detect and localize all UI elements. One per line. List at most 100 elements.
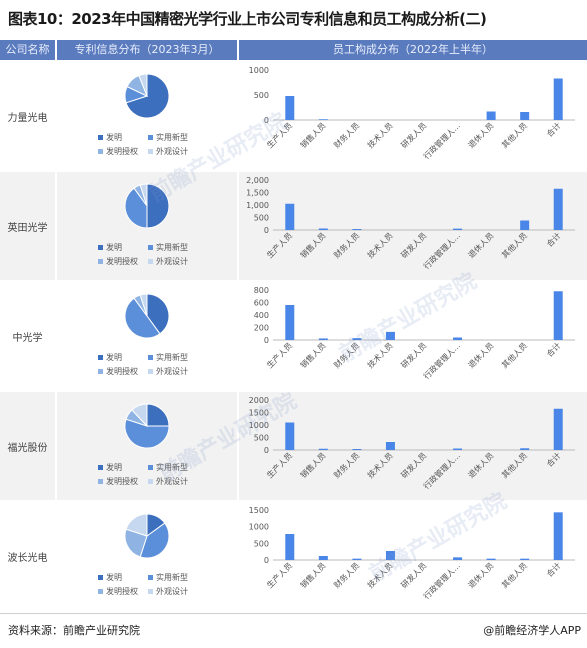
x-tick-label: 销售人员: [298, 560, 328, 590]
column-divider: [55, 62, 57, 170]
pie-slice: [124, 418, 170, 449]
legend-label: 发明: [106, 133, 122, 142]
patent-pie-chart: [124, 183, 170, 229]
legend-item: 外观设计: [148, 476, 188, 487]
column-divider: [55, 392, 57, 500]
legend-label: 实用新型: [156, 573, 188, 582]
bar: [553, 408, 563, 450]
x-tick-label: 其他人员: [499, 450, 529, 480]
y-tick-label: 200: [254, 324, 269, 333]
bar: [352, 229, 362, 230]
legend-item: 外观设计: [148, 256, 188, 267]
company-row: 英田光学 发明 实用新型 发明授权 外观设计 0 500 1,000 1,500 2,000 生产人…: [0, 172, 587, 280]
bar: [520, 558, 530, 560]
x-tick-label: 技术人员: [365, 230, 395, 260]
bar: [520, 112, 530, 120]
legend-label: 发明授权: [106, 257, 138, 266]
x-tick-label: 财务人员: [332, 450, 362, 480]
x-tick-label: 其他人员: [499, 340, 529, 370]
legend-swatch: [148, 575, 153, 580]
bar: [385, 551, 395, 560]
y-tick-label: 1000: [249, 66, 269, 75]
legend-item: 外观设计: [148, 586, 188, 597]
pie-slice: [139, 293, 148, 317]
column-divider: [237, 502, 239, 610]
bar: [352, 558, 362, 560]
y-tick-label: 0: [264, 556, 269, 565]
x-tick-label: 退休人员: [466, 450, 496, 480]
row-divider: [0, 610, 587, 612]
x-tick-label: 合计: [544, 340, 562, 358]
legend-swatch: [148, 465, 153, 470]
legend-item: 发明: [98, 242, 122, 253]
y-tick-label: 500: [254, 539, 269, 548]
column-divider: [55, 502, 57, 610]
bar: [285, 96, 295, 120]
bar: [486, 558, 496, 560]
x-tick-label: 技术人员: [365, 120, 395, 150]
legend-swatch: [148, 369, 153, 374]
y-tick-label: 2,000: [246, 176, 269, 185]
legend-label: 外观设计: [156, 477, 188, 486]
x-tick-label: 研发人员: [399, 230, 429, 260]
x-tick-label: 财务人员: [332, 560, 362, 590]
footer-brand: @前瞻经济学人APP: [483, 624, 581, 637]
x-tick-label: 财务人员: [332, 230, 362, 260]
patent-pie-chart: [124, 403, 170, 449]
bar: [553, 188, 563, 230]
header-patent: 专利信息分布（2023年3月）: [57, 40, 237, 60]
patent-pie-chart: [124, 513, 170, 559]
y-tick-label: 600: [254, 299, 269, 308]
x-tick-label: 合计: [544, 120, 562, 138]
column-divider: [55, 172, 57, 280]
legend-item: 外观设计: [148, 366, 188, 377]
x-tick-label: 其他人员: [499, 230, 529, 260]
bar: [553, 512, 563, 560]
legend-label: 实用新型: [156, 133, 188, 142]
legend-item: 发明: [98, 352, 122, 363]
legend-label: 发明: [106, 243, 122, 252]
column-divider: [237, 172, 239, 280]
x-tick-label: 其他人员: [499, 120, 529, 150]
x-tick-label: 技术人员: [365, 340, 395, 370]
x-tick-label: 销售人员: [298, 450, 328, 480]
legend-label: 发明: [106, 463, 122, 472]
legend-swatch: [98, 465, 103, 470]
x-tick-label: 退休人员: [466, 560, 496, 590]
company-name: 中光学: [12, 332, 43, 344]
y-tick-label: 0: [264, 446, 269, 455]
legend-swatch: [98, 135, 103, 140]
company-name: 波长光电: [7, 552, 48, 564]
pie-slice: [138, 73, 148, 97]
legend-label: 发明授权: [106, 147, 138, 156]
bar: [520, 448, 530, 450]
pie-slice: [131, 403, 148, 428]
pie-slice: [139, 522, 170, 559]
y-tick-label: 1000: [249, 421, 269, 430]
legend-swatch: [148, 149, 153, 154]
bar: [352, 449, 362, 450]
legend-item: 外观设计: [148, 146, 188, 157]
legend-label: 发明: [106, 353, 122, 362]
page-title: 图表10：2023年中国精密光学行业上市公司专利信息和员工构成分析(二): [8, 10, 487, 28]
legend-swatch: [98, 589, 103, 594]
bar: [453, 448, 463, 450]
pie-slice: [139, 183, 148, 207]
row-divider: [0, 280, 587, 282]
bar: [520, 220, 530, 230]
company-name: 英田光学: [7, 222, 48, 234]
company-name: 力量光电: [7, 112, 48, 124]
legend-label: 外观设计: [156, 257, 188, 266]
y-tick-label: 1500: [249, 506, 269, 515]
x-tick-label: 销售人员: [298, 230, 328, 260]
y-tick-label: 0: [264, 336, 269, 345]
x-tick-label: 研发人员: [399, 120, 429, 150]
x-tick-label: 退休人员: [466, 120, 496, 150]
pie-slice: [146, 293, 170, 335]
y-tick-label: 1,500: [246, 189, 269, 198]
bar: [385, 442, 395, 450]
bar: [318, 338, 328, 340]
